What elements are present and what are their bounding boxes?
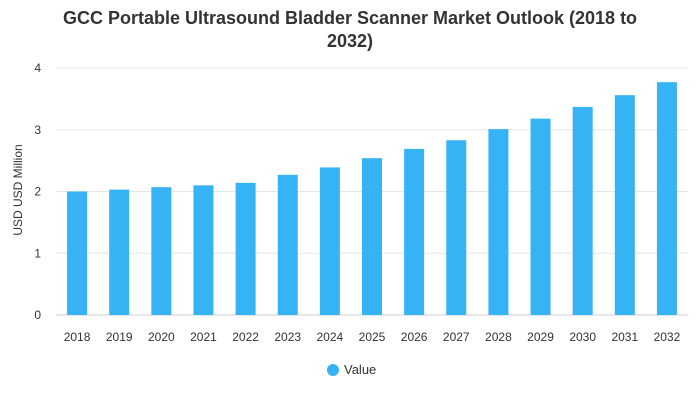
y-tick-label: 3 [34,123,41,137]
chart-title-line-1: GCC Portable Ultrasound Bladder Scanner … [63,8,637,28]
x-axis-ticks: 2018 2019 2020 2021 2022 2023 2024 2025 2026 2027… [64,330,681,344]
x-tick-label-2026: 2026 [401,330,428,344]
bar-2029 [530,118,551,315]
x-tick-label-2027: 2027 [443,330,470,344]
bar-2023 [277,174,298,315]
x-tick-label-2023: 2023 [274,330,301,344]
legend: Value [327,362,376,377]
y-axis-ticks: 0 1 2 3 4 [34,61,41,322]
y-tick-label: 4 [34,61,41,75]
bars-layer [67,82,677,315]
x-tick-label-2025: 2025 [359,330,386,344]
bar-2026 [404,148,425,315]
x-tick-label-2022: 2022 [232,330,259,344]
bar-2025 [362,158,382,315]
x-tick-label-2021: 2021 [190,330,217,344]
x-tick-label-2018: 2018 [64,330,91,344]
x-tick-label-2020: 2020 [148,330,175,344]
y-tick-label: 2 [34,185,41,199]
y-axis-label: USD USD Million [11,144,25,235]
bar-2028 [488,129,509,315]
bar-2030 [572,106,593,315]
bar-2022 [235,182,256,315]
chart-title-line-2: 2032) [327,31,373,51]
x-tick-label-2019: 2019 [106,330,133,344]
bar-2027 [446,140,467,315]
bar-2018 [67,191,88,315]
y-tick-label: 1 [34,246,41,260]
bar-2032 [656,82,677,315]
x-tick-label-2030: 2030 [569,330,596,344]
x-tick-label-2029: 2029 [527,330,554,344]
bar-2019 [109,189,130,315]
bar-2024 [319,167,340,315]
legend-swatch [327,364,339,376]
bar-2020 [151,187,172,315]
x-tick-label-2028: 2028 [485,330,512,344]
bar-2031 [614,95,635,315]
bar-2021 [193,185,214,315]
x-tick-label-2024: 2024 [317,330,344,344]
legend-label: Value [344,362,376,377]
x-tick-label-2032: 2032 [654,330,681,344]
y-tick-label: 0 [34,308,41,322]
x-tick-label-2031: 2031 [611,330,638,344]
